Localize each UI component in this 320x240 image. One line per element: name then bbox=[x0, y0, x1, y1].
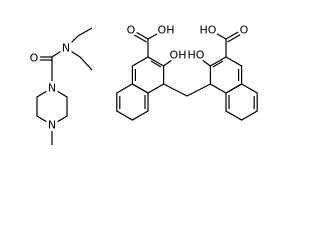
atom-label: O bbox=[240, 24, 249, 37]
atom-label: OH bbox=[170, 49, 187, 62]
atom-label: HO bbox=[188, 49, 205, 62]
ring bbox=[225, 83, 258, 121]
bond bbox=[211, 30, 227, 40]
double-bond bbox=[227, 33, 242, 43]
atom-label: HO bbox=[200, 24, 217, 37]
ring bbox=[116, 83, 149, 121]
molecule-right: O OH OH HO HO O bbox=[116, 21, 258, 121]
bond bbox=[197, 56, 211, 67]
bond bbox=[163, 56, 177, 67]
atom-label: O bbox=[30, 52, 39, 65]
double-bond bbox=[212, 60, 224, 68]
bond bbox=[133, 30, 149, 40]
bond bbox=[147, 30, 163, 40]
background bbox=[0, 0, 313, 181]
atom-label: N bbox=[48, 82, 56, 95]
atom-label: OH bbox=[158, 24, 175, 37]
double-bond bbox=[150, 60, 162, 68]
ethyl-bond bbox=[65, 27, 93, 49]
bond bbox=[51, 47, 67, 58]
bond bbox=[225, 30, 241, 40]
methylene-bridge bbox=[163, 83, 211, 97]
atom-label: N bbox=[62, 42, 70, 55]
double-bond bbox=[132, 33, 147, 43]
structure-diagram: N O N N O OH OH HO HO O bbox=[0, 0, 313, 181]
atom-label: N bbox=[48, 119, 56, 132]
ethyl-bond bbox=[65, 47, 93, 71]
atom-label: O bbox=[127, 24, 136, 37]
molecule-left: N O N N bbox=[27, 27, 93, 145]
